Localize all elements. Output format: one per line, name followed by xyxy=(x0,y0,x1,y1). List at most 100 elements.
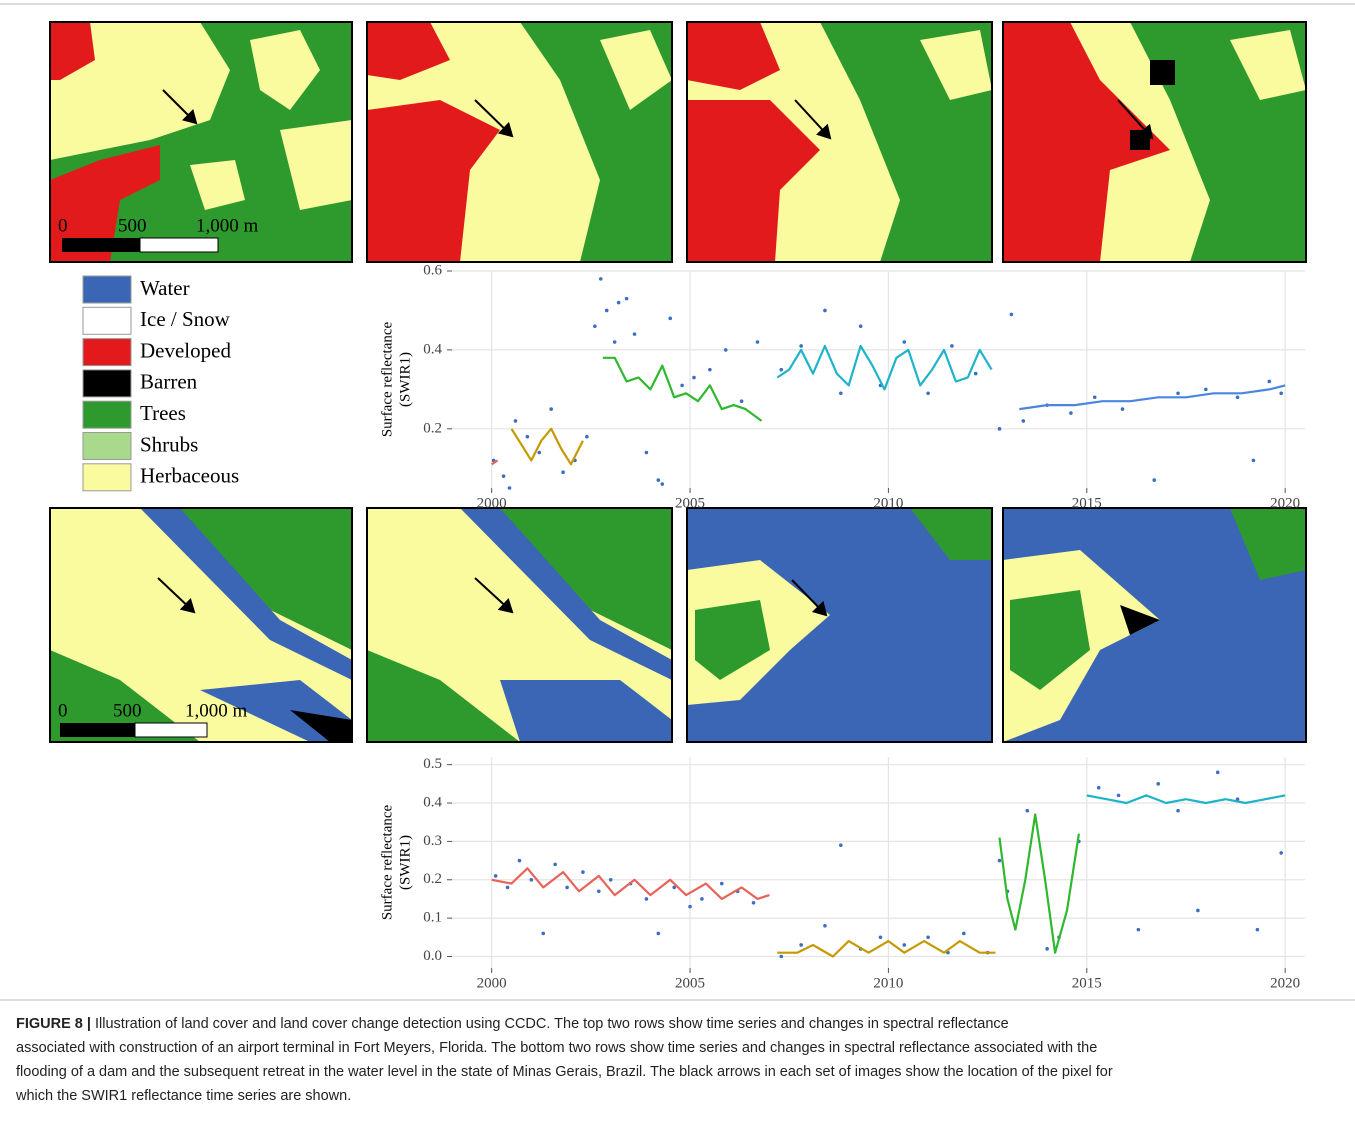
map-bottom-3-shape xyxy=(910,508,992,560)
y-tick-label: 0.6 xyxy=(423,262,442,278)
data-point xyxy=(799,344,803,348)
y-axis-label: Surface reflectance xyxy=(379,321,395,437)
data-point xyxy=(596,889,601,894)
data-point xyxy=(608,877,613,882)
map-top-3-shape xyxy=(686,21,993,263)
legend-label: Barren xyxy=(140,370,198,394)
data-point xyxy=(755,340,760,344)
map-bottom-1-shape xyxy=(60,723,135,737)
data-point xyxy=(672,885,676,890)
data-point xyxy=(1009,312,1014,317)
map-top-1-shape xyxy=(280,120,352,210)
data-point xyxy=(1251,458,1256,463)
data-point xyxy=(1092,395,1097,400)
data-point xyxy=(962,931,966,936)
scale-label: 1,000 m xyxy=(196,215,259,236)
map-top-2-shape xyxy=(367,100,500,262)
map-bottom-3-shape xyxy=(686,507,993,743)
map-bottom-1 xyxy=(49,507,353,743)
fit-line xyxy=(998,813,1080,954)
data-point xyxy=(823,308,827,313)
legend-label: Trees xyxy=(140,401,186,425)
scale-label: 1,000 m xyxy=(185,700,248,721)
legend-swatch xyxy=(82,432,132,460)
map-bottom-4-shape xyxy=(1010,590,1090,690)
map-bottom-4 xyxy=(1002,507,1307,743)
data-point xyxy=(507,486,512,490)
fit-line xyxy=(602,356,763,422)
fit-line xyxy=(776,344,993,391)
data-point xyxy=(513,419,518,423)
data-point xyxy=(950,344,954,348)
y-axis-label: (SWIR1) xyxy=(397,352,413,407)
x-tick-label: 2015 xyxy=(1072,975,1102,991)
data-point xyxy=(692,375,696,380)
data-point xyxy=(997,427,1002,431)
data-point xyxy=(1021,419,1026,423)
legend-label: Developed xyxy=(140,338,231,362)
data-point xyxy=(823,924,827,928)
map-bottom-1-shape xyxy=(49,507,353,743)
data-point xyxy=(505,885,510,890)
data-point xyxy=(839,391,843,396)
fit-line xyxy=(1019,384,1286,411)
data-point xyxy=(1176,391,1180,396)
scale-label: 500 xyxy=(113,700,142,721)
y-tick-label: 0.2 xyxy=(423,420,442,436)
charts: 0.2 0.4 0.6 2000 2005 2010 2015 2020 Surface ref… xyxy=(379,262,1305,991)
map-top-1-shape xyxy=(190,160,245,210)
map-top-1-shape xyxy=(162,89,198,125)
map-bottom-1-shape xyxy=(134,722,208,738)
data-point xyxy=(598,277,603,281)
data-point xyxy=(585,434,589,439)
x-tick-label: 2020 xyxy=(1270,495,1300,511)
fit-line xyxy=(777,940,996,958)
data-point xyxy=(656,931,661,936)
data-point xyxy=(751,900,756,905)
data-point xyxy=(878,935,883,940)
legend-swatch xyxy=(82,306,132,335)
fit-line xyxy=(491,459,499,466)
y-axis-label: Surface reflectance xyxy=(379,804,395,920)
map-top-3-shape xyxy=(687,22,780,90)
map-top-1-shape xyxy=(50,22,230,160)
legend-swatch xyxy=(82,400,132,429)
data-point xyxy=(1215,770,1220,775)
data-point xyxy=(1116,793,1121,798)
map-top-2-shape xyxy=(366,21,673,263)
data-point xyxy=(581,870,585,874)
data-point xyxy=(779,367,784,372)
legend: Water Ice / Snow Developed Barren Trees Shrub… xyxy=(82,275,239,492)
y-tick-label: 0.4 xyxy=(423,794,442,810)
data-point xyxy=(525,434,530,439)
data-point xyxy=(1136,927,1141,932)
data-point xyxy=(612,340,617,344)
map-top-1-shape xyxy=(250,30,320,110)
map-top-4 xyxy=(1002,21,1307,263)
legend-swatch xyxy=(82,275,132,304)
data-point xyxy=(549,407,553,411)
y-axis-label: (SWIR1) xyxy=(397,835,413,890)
y-tick-label: 0.2 xyxy=(423,871,442,887)
scale-label: 0 xyxy=(58,215,68,236)
map-top-4-shape xyxy=(1150,60,1175,85)
data-point xyxy=(493,874,498,878)
y-tick-label: 0.0 xyxy=(423,948,442,964)
map-bottom-3-shape xyxy=(791,579,828,617)
x-tick-label: 2000 xyxy=(477,975,507,991)
data-point xyxy=(1069,411,1073,415)
data-point xyxy=(1279,391,1283,396)
x-tick-label: 2005 xyxy=(675,495,705,511)
data-point xyxy=(723,348,728,352)
x-tick-label: 2005 xyxy=(675,975,705,991)
data-point xyxy=(779,954,784,959)
data-point xyxy=(1235,797,1240,801)
data-point xyxy=(858,324,863,329)
data-point xyxy=(1096,785,1101,790)
data-point xyxy=(902,943,907,947)
scale-label: 500 xyxy=(118,215,147,236)
data-point xyxy=(632,332,637,336)
caption-line: associated with construction of an airpo… xyxy=(16,1040,1097,1056)
map-top-3 xyxy=(686,21,993,263)
